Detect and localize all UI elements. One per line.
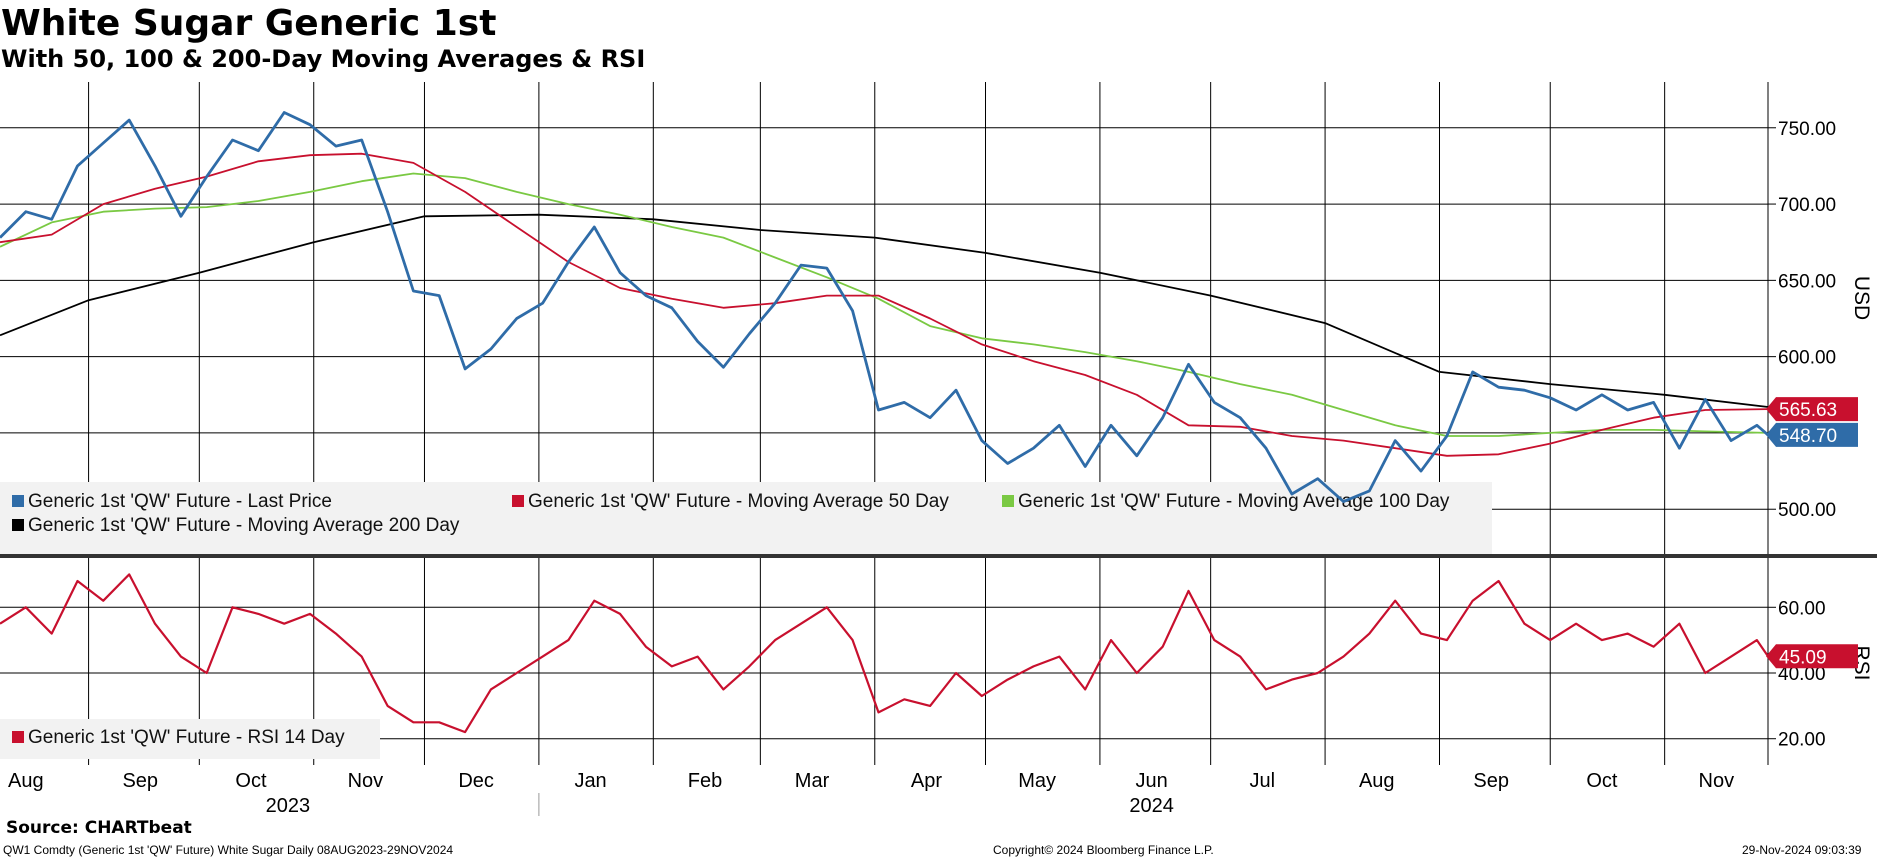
timestamp: 29-Nov-2024 09:03:39 [1742,843,1862,857]
x-tick-label: Sep [122,770,158,792]
y-tick-label: 600.00 [1778,348,1836,369]
legend-entry-label: Generic 1st 'QW' Future - Last Price [28,491,332,512]
x-year-label: 2023 [266,795,311,817]
legend-entry-label: Generic 1st 'QW' Future - Moving Average… [28,515,460,536]
y-tick-label: 650.00 [1778,271,1836,292]
series-line-ma50 [0,152,1769,457]
legend-entry-label: Generic 1st 'QW' Future - Moving Average… [528,491,949,512]
y-tick-label: 500.00 [1778,500,1836,521]
last-price-value-tag-label: 548.70 [1779,426,1837,447]
legend-swatch [12,519,24,531]
legend-swatch [1002,495,1014,507]
x-tick-label: Apr [911,770,942,792]
y-tick-label: 700.00 [1778,195,1836,216]
x-tick-label: Oct [235,770,267,792]
legend-swatch [12,731,24,743]
legend-swatch [512,495,524,507]
x-tick-label: Jun [1135,770,1167,792]
y-axis-title: USD [1850,276,1873,320]
chart-subtitle: With 50, 100 & 200-Day Moving Averages &… [1,45,646,73]
ma50-last-value-tag-label: 565.63 [1779,400,1837,421]
x-tick-label: Sep [1473,770,1509,792]
rsi-tick-label: 60.00 [1778,598,1826,619]
series-line-rsi [0,573,1769,734]
axes-layer: 500.00550.00600.00650.00700.00750.0020.0… [0,82,1877,817]
x-tick-label: May [1018,770,1056,792]
panel-divider [0,554,1877,558]
grid-layer [0,82,1768,765]
x-tick-label: Nov [348,770,384,792]
rsi-last-value-tag-bg [1766,644,1858,669]
series-line-ma100 [0,172,1769,437]
rsi-tick-label: 40.00 [1778,664,1826,685]
chart-title: White Sugar Generic 1st [1,3,497,44]
rsi-legend-box [0,719,380,759]
copyright-note: Copyright© 2024 Bloomberg Finance L.P. [993,843,1214,857]
y-tick-label: 750.00 [1778,119,1836,140]
x-tick-label: Aug [8,770,44,792]
x-tick-label: Dec [458,770,494,792]
legend-swatch [12,495,24,507]
source-note: Source: CHARTbeat [6,818,192,838]
x-tick-label: Feb [688,770,722,792]
x-year-label: 2024 [1129,795,1174,817]
series-layer [0,111,1769,734]
series-line-ma200 [0,213,1769,408]
x-tick-label: Aug [1359,770,1395,792]
last-price-value-tag-bg [1766,422,1858,447]
rsi-last-value-tag-label: 45.09 [1779,647,1827,668]
price-legend-box [0,482,1492,555]
x-tick-label: Nov [1699,770,1735,792]
x-tick-label: Mar [795,770,830,792]
legend-entry-label: Generic 1st 'QW' Future - Moving Average… [1018,491,1450,512]
x-tick-label: Jul [1250,770,1276,792]
x-tick-label: Oct [1586,770,1618,792]
rsi-tick-label: 20.00 [1778,730,1826,751]
ma50-last-value-tag-bg [1766,397,1858,422]
legend-entry-label: Generic 1st 'QW' Future - RSI 14 Day [28,727,345,748]
ticker-line: QW1 Comdty (Generic 1st 'QW' Future) Whi… [3,843,454,857]
series-line-last-price [0,111,1769,504]
legend-layer: Generic 1st 'QW' Future - Last Price Gene… [0,482,1492,759]
x-tick-label: Jan [574,770,606,792]
